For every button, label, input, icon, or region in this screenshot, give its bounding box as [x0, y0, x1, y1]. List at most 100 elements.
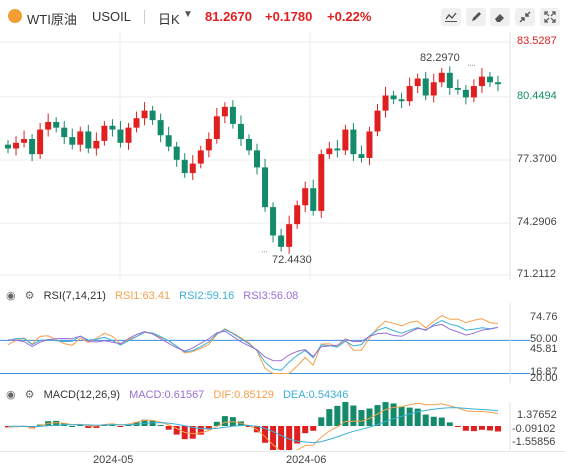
macd-bar [358, 410, 365, 426]
price-label: 71.2112 [517, 268, 556, 280]
rsi-label: 16.87 [530, 366, 558, 378]
macd-bar [310, 426, 317, 431]
macd-label: 1.37652 [517, 409, 557, 421]
candle-body [278, 235, 285, 247]
macd-bar [189, 426, 196, 439]
macd-bar [414, 408, 421, 426]
candle-body [406, 86, 413, 102]
macd-bar [350, 405, 357, 426]
candle-body [334, 148, 341, 151]
rsi-name: RSI(7,14,21) [43, 290, 106, 302]
eye-icon[interactable]: ◉ [6, 290, 16, 302]
price-label: 77.3700 [517, 153, 557, 165]
macd-bar [486, 426, 493, 431]
candle-body [85, 131, 92, 149]
candle-body [478, 76, 485, 87]
macd-bar [430, 416, 437, 426]
candle-body [157, 120, 164, 136]
candle-body [245, 139, 252, 151]
macd-bar [125, 424, 132, 426]
candle-body [61, 127, 68, 138]
chevron-down-icon[interactable]: ▼ [183, 9, 193, 20]
price-label: 83.5287 [517, 35, 557, 47]
candle-body [310, 188, 317, 211]
rsi-header: ◉ ⚙ RSI(7,14,21) RSI1:63.41 RSI2:59.16 R… [6, 289, 304, 302]
candle-body [173, 146, 180, 160]
dif-line [7, 402, 499, 450]
gear-icon[interactable]: ⚙ [24, 389, 35, 401]
rsi-chart[interactable] [0, 303, 565, 383]
macd-bar [438, 417, 445, 426]
line-chart-icon [445, 12, 457, 22]
macd-bar [422, 414, 429, 426]
candle-body [422, 78, 429, 96]
high-price-marker: 82.2970 [420, 52, 460, 64]
pencil-button[interactable] [466, 8, 486, 26]
rsi2-value: RSI2:59.16 [179, 290, 235, 302]
macd-label: -0.09102 [512, 423, 556, 435]
rsi-label: 45.81 [530, 343, 558, 355]
candle-body [302, 188, 309, 206]
dif-value: DIF:0.85129 [213, 389, 274, 401]
separator [144, 10, 145, 24]
macd-bar [157, 424, 164, 426]
macd-bar [262, 426, 269, 443]
rsi-label: 50.00 [530, 333, 558, 345]
macd-header: ◉ ⚙ MACD(12,26,9) MACD:0.61567 DIF:0.851… [6, 388, 354, 401]
x-axis-label: 2024-06 [286, 454, 327, 466]
candle-body [398, 99, 405, 102]
candle-body [5, 144, 11, 149]
candle-body [37, 129, 44, 155]
macd-bar [197, 426, 204, 435]
candle-body [77, 131, 84, 145]
candle-body [270, 207, 277, 236]
collapse-button[interactable] [515, 8, 535, 26]
candle-body [358, 154, 365, 158]
pencil-icon [472, 12, 481, 21]
candle-body [141, 110, 148, 119]
macd-bar [286, 426, 293, 450]
macd-chart[interactable] [0, 402, 565, 450]
rsi-label: 74.76 [530, 311, 558, 323]
rsi3-value: RSI3:56.08 [243, 290, 299, 302]
candle-body [262, 167, 269, 208]
macd-bar [470, 426, 477, 432]
macd-bar [342, 402, 349, 426]
symbol-name[interactable]: WTI原油 [27, 12, 77, 27]
rsi-label: 20.00 [530, 372, 558, 384]
eraser-button[interactable] [490, 8, 510, 26]
candle-body [237, 123, 244, 140]
candle-body [181, 159, 188, 174]
dea-line [7, 407, 499, 444]
candle-body [21, 139, 28, 143]
macd-bar [117, 426, 124, 427]
candle-body [189, 163, 196, 174]
macd-bar [221, 416, 228, 426]
price-change-pct: +0.22% [327, 9, 372, 24]
macd-bar [334, 405, 341, 426]
price-label: 74.2906 [517, 216, 557, 228]
rsi2-line [7, 319, 499, 371]
rsi1-line [7, 315, 499, 374]
candle-body [205, 139, 212, 151]
gear-icon[interactable]: ⚙ [24, 290, 35, 302]
macd-bar [69, 425, 76, 427]
line-chart-button[interactable] [441, 8, 461, 26]
macd-bar [29, 426, 36, 429]
candle-body [254, 150, 261, 168]
macd-bar [406, 407, 413, 426]
candle-body [101, 125, 108, 141]
candle-body [390, 95, 397, 100]
candle-body [350, 129, 357, 155]
candle-body [133, 118, 140, 128]
macd-name: MACD(12,26,9) [43, 389, 121, 401]
macd-bar [326, 409, 333, 426]
candle-body [13, 142, 20, 149]
collapse-icon [519, 11, 531, 23]
eraser-icon [495, 14, 504, 22]
candlestick-chart[interactable] [0, 32, 565, 280]
expand-icon [544, 11, 556, 23]
period-selector[interactable]: 日K [158, 12, 180, 27]
expand-button[interactable] [540, 8, 560, 26]
eye-icon[interactable]: ◉ [6, 389, 16, 401]
